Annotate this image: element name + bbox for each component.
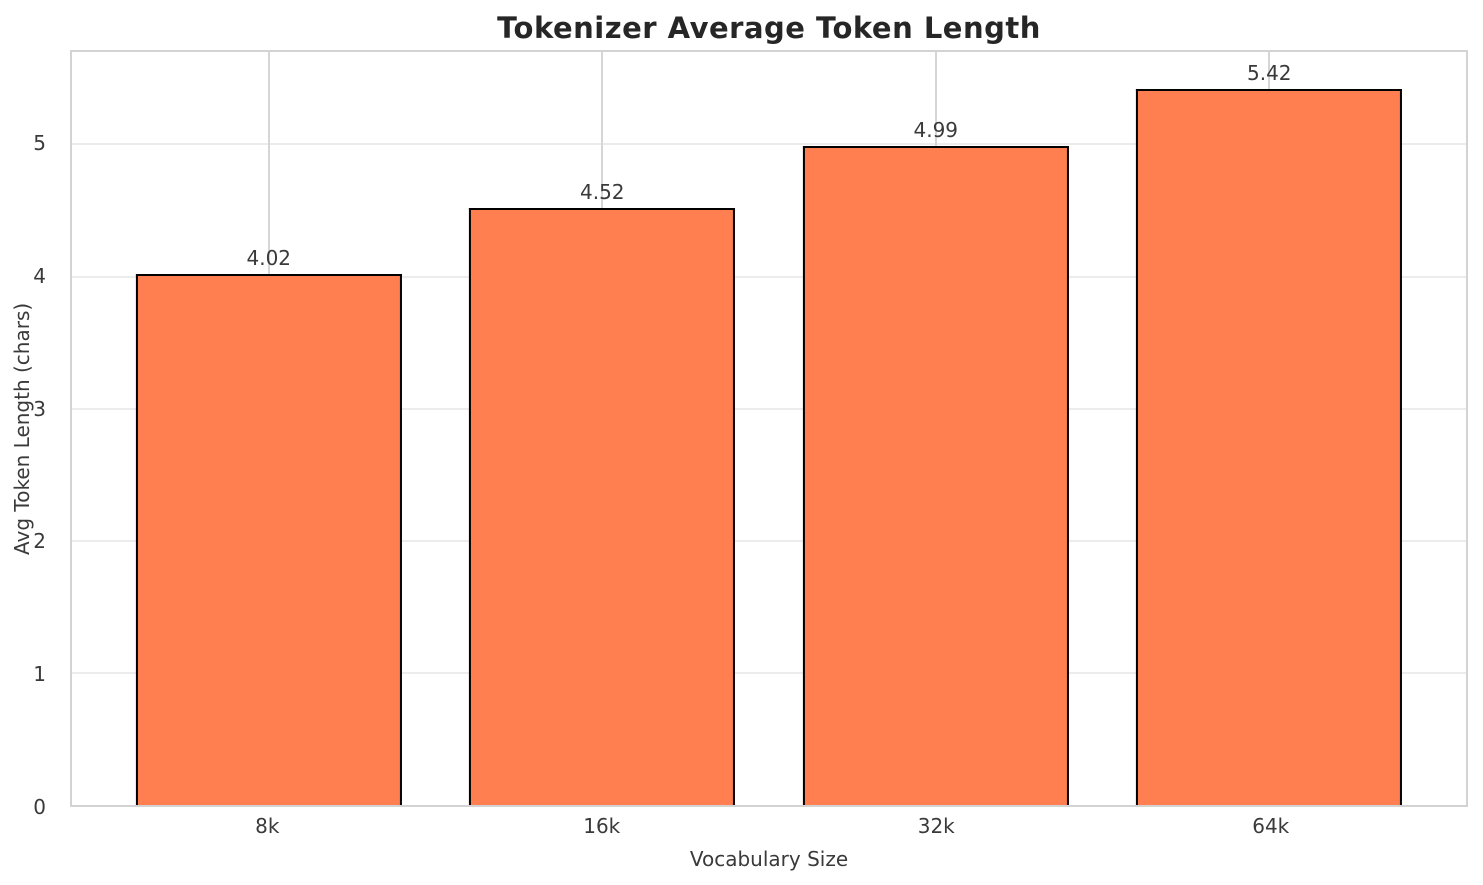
- y-axis-tick-labels: 0 1 2 3 4 5: [0, 50, 58, 819]
- x-axis-label: Vocabulary Size: [689, 847, 849, 871]
- bar-slot: 4.52: [436, 52, 770, 805]
- y-tick-label: 2: [33, 529, 46, 554]
- x-axis-tick-labels: 8k 16k 32k 64k: [70, 813, 1468, 839]
- bar-value-label: 4.02: [246, 245, 292, 270]
- bar-value-label: 4.99: [913, 117, 959, 142]
- chart-title: Tokenizer Average Token Length: [497, 11, 1041, 45]
- gridline-horizontal: [72, 275, 1466, 278]
- bar-slot: 5.42: [1103, 52, 1437, 805]
- bar-slot: 4.02: [102, 52, 436, 805]
- gridline-horizontal: [72, 671, 1466, 674]
- gridline-horizontal: [72, 407, 1466, 410]
- x-tick-label: 16k: [583, 814, 621, 838]
- y-axis-label: Avg Token Length (chars): [10, 302, 34, 555]
- y-tick-label: 0: [33, 795, 46, 819]
- x-tick-label: 32k: [917, 814, 955, 838]
- x-tick-label: 64k: [1252, 814, 1290, 838]
- bar: [135, 273, 402, 805]
- bars-layer: 4.02 4.52 4.99 5.42: [72, 52, 1466, 805]
- bar-value-label: 4.52: [579, 179, 625, 204]
- y-tick-label: 4: [33, 263, 46, 288]
- y-tick-label: 3: [33, 396, 46, 421]
- gridline-horizontal: [72, 143, 1466, 146]
- plot-area: 4.02 4.52 4.99 5.42: [70, 50, 1468, 807]
- bar: [1136, 89, 1403, 805]
- y-tick-label: 5: [33, 130, 46, 155]
- y-tick-label: 1: [33, 662, 46, 687]
- x-tick-label: 8k: [255, 814, 280, 838]
- bar: [469, 207, 736, 805]
- bar-value-label: 5.42: [1246, 61, 1292, 85]
- horizontal-gridlines: [72, 52, 1466, 805]
- bar-slot: 4.99: [769, 52, 1103, 805]
- gridline-horizontal: [72, 539, 1466, 542]
- bar: [802, 145, 1069, 805]
